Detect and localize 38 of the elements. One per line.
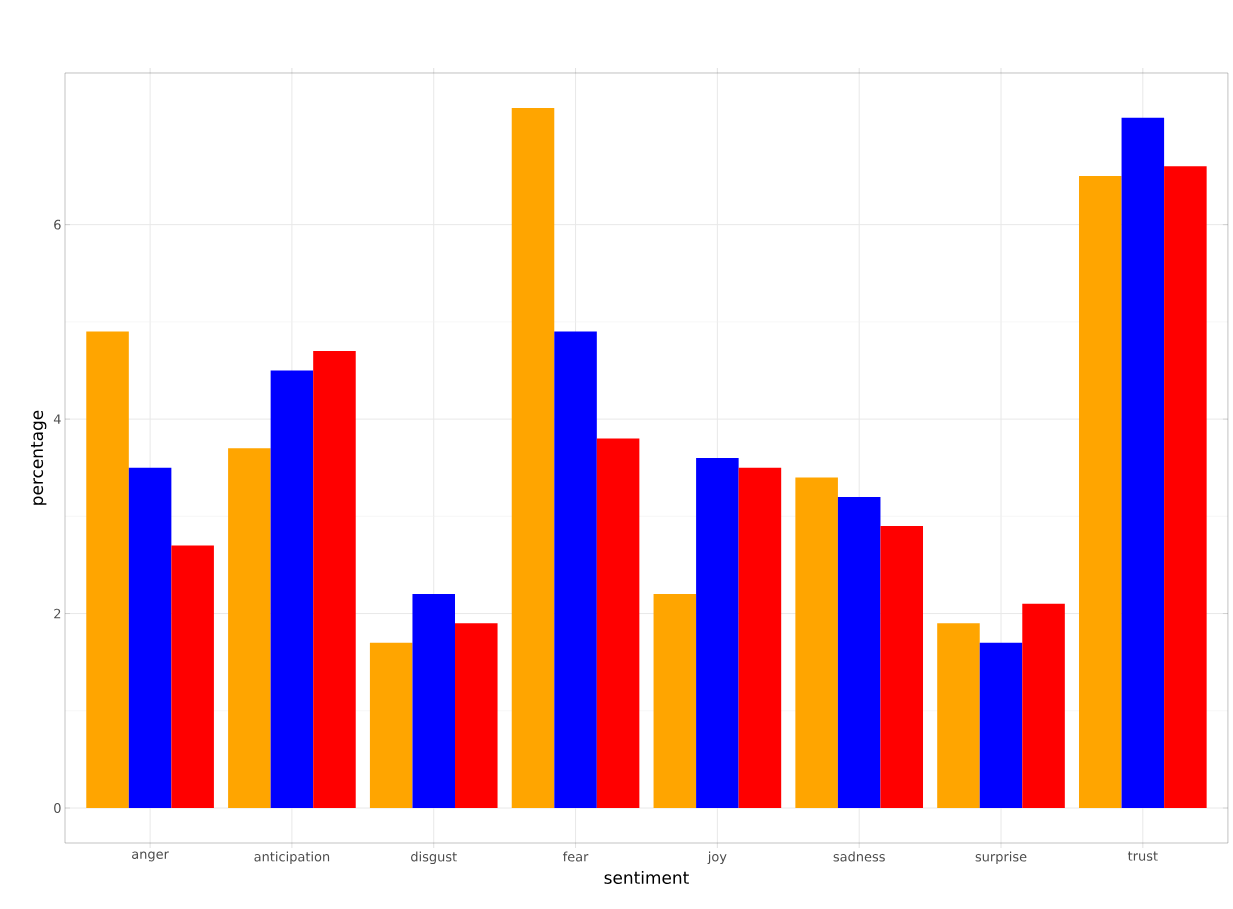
x-axis-title: sentiment xyxy=(604,870,689,884)
bar xyxy=(455,623,498,808)
bar xyxy=(880,526,924,808)
bar xyxy=(596,438,640,808)
bar xyxy=(270,370,314,808)
bar xyxy=(511,108,555,808)
bar xyxy=(369,642,413,808)
bar xyxy=(738,467,782,808)
x-tick-label: surprise xyxy=(975,851,1027,865)
bar xyxy=(412,594,455,808)
bar xyxy=(86,331,129,808)
x-tick-label: sadness xyxy=(833,851,885,862)
y-tick-label: 4 xyxy=(53,414,61,424)
bar xyxy=(937,623,980,808)
y-tick-label: 6 xyxy=(54,219,61,230)
bar xyxy=(1079,176,1122,808)
bar xyxy=(228,448,271,808)
x-tick-label: anger xyxy=(132,851,169,862)
bar xyxy=(1022,603,1065,808)
bar xyxy=(837,496,881,808)
y-tick-label: 0 xyxy=(54,803,61,813)
bar xyxy=(171,545,214,808)
bar xyxy=(554,331,597,808)
bar xyxy=(795,477,838,808)
x-tick-label: joy xyxy=(707,851,727,865)
x-tick-label: anticipation xyxy=(254,851,330,865)
bar xyxy=(653,594,697,808)
x-tick-label: fear xyxy=(562,851,589,862)
y-axis-title: percentage xyxy=(30,410,47,505)
bar xyxy=(128,467,172,808)
y-tick-label: 2 xyxy=(54,608,61,619)
bar xyxy=(313,351,356,808)
bar xyxy=(979,642,1023,808)
x-tick-label: disgust xyxy=(411,851,457,865)
bar xyxy=(1121,117,1165,808)
bar xyxy=(1164,166,1207,808)
x-tick-label: trust xyxy=(1127,851,1158,861)
bar xyxy=(696,458,739,808)
